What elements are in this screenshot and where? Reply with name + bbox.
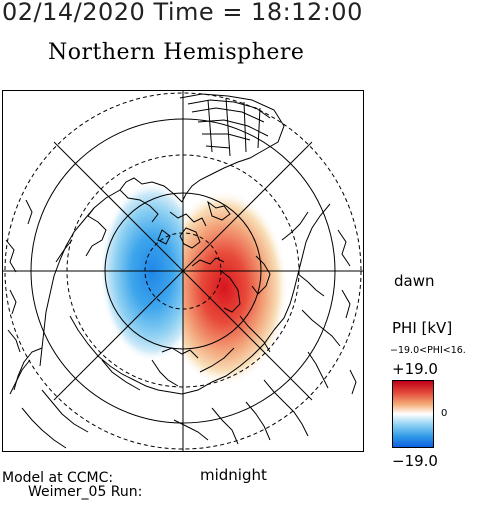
legend-title: PHI [kV] — [392, 319, 453, 337]
hemisphere-title: Northern Hemisphere — [48, 40, 305, 65]
local-time-grid — [2, 90, 364, 452]
run-label: Weimer_05 Run: — [28, 484, 143, 500]
datetime-title: 02/14/2020 Time = 18:12:00 — [2, 0, 363, 26]
model-label: Model at CCMC: — [2, 470, 114, 486]
legend-range: −19.0<PHI<16. — [390, 345, 466, 356]
dawn-label: dawn — [394, 272, 435, 290]
colorbar-zero-label: 0 — [441, 408, 448, 419]
midnight-label: midnight — [200, 466, 267, 484]
positive-cell — [183, 190, 288, 386]
polar-map — [2, 90, 364, 452]
colorbar-max-label: +19.0 — [392, 360, 438, 378]
coastlines-icon — [5, 93, 357, 449]
potential-pattern — [100, 182, 288, 386]
negative-cell — [100, 182, 183, 362]
colorbar-min-label: −19.0 — [392, 452, 438, 470]
colorbar — [392, 380, 434, 448]
